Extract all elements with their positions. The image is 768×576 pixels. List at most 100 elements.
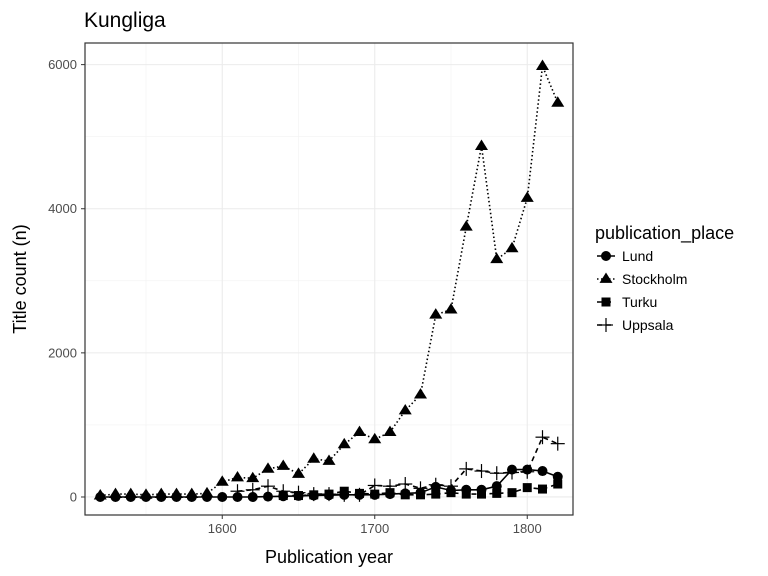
data-point-uppsala: [550, 436, 565, 451]
data-point-uppsala: [383, 479, 397, 494]
legend-item-turku: Turku: [597, 294, 657, 310]
data-point-stockholm: [551, 96, 565, 107]
data-point-stockholm: [124, 487, 138, 499]
plot-panel-border: [84, 42, 574, 516]
x-tick-label: 1600: [208, 521, 237, 536]
data-point-stockholm: [231, 471, 244, 482]
legend-marker-stockholm: [599, 272, 613, 283]
data-point-uppsala: [413, 481, 428, 496]
series-line-uppsala: [237, 436, 559, 496]
data-point-turku: [370, 489, 380, 499]
legend-label: Lund: [622, 248, 653, 264]
data-point-turku: [461, 489, 471, 499]
chart-title: Kungliga: [84, 9, 166, 32]
y-axis-title: Title count (n): [10, 224, 30, 333]
data-point-stockholm: [398, 404, 412, 415]
data-point-uppsala: [398, 477, 413, 492]
data-point-uppsala: [474, 464, 489, 479]
data-point-turku: [553, 479, 563, 489]
data-point-stockholm: [154, 487, 168, 499]
data-point-lund: [217, 491, 228, 502]
data-point-uppsala: [444, 479, 458, 494]
data-point-uppsala: [520, 464, 535, 479]
data-point-stockholm: [353, 425, 366, 437]
data-point-stockholm: [414, 388, 427, 399]
x-axis-title: Publication year: [265, 547, 393, 567]
data-point-stockholm: [475, 139, 488, 150]
data-point-stockholm: [246, 471, 260, 483]
data-point-turku: [431, 489, 441, 499]
data-point-lund: [247, 491, 258, 502]
data-point-uppsala: [306, 487, 321, 502]
data-point-stockholm: [337, 437, 351, 449]
data-point-turku: [522, 483, 532, 493]
y-tick-label: 6000: [48, 57, 77, 72]
data-point-uppsala: [322, 487, 336, 502]
data-point-lund: [263, 491, 273, 502]
major-grid: [85, 43, 573, 515]
x-tick-label: 1800: [513, 521, 542, 536]
data-point-stockholm: [459, 220, 473, 231]
data-point-stockholm: [505, 241, 519, 253]
legend-label: Turku: [622, 294, 657, 310]
legend-item-uppsala: Uppsala: [597, 317, 674, 333]
legend-title: publication_place: [595, 223, 734, 244]
data-point-stockholm: [93, 489, 107, 500]
data-point-uppsala: [428, 477, 443, 492]
data-point-stockholm: [215, 475, 229, 486]
data-point-turku: [400, 490, 410, 500]
y-axis: 0 2000 4000 6000: [48, 57, 85, 504]
data-point-stockholm: [185, 487, 199, 499]
data-point-uppsala: [337, 487, 352, 502]
data-point-stockholm: [276, 459, 290, 470]
y-tick-label: 0: [70, 489, 77, 504]
data-point-uppsala: [230, 484, 245, 499]
data-point-turku: [507, 488, 517, 498]
legend-marker-lund: [601, 251, 611, 261]
data-point-uppsala: [489, 466, 504, 481]
data-point-uppsala: [535, 430, 550, 445]
data-point-stockholm: [139, 488, 153, 499]
plot-background: [85, 43, 573, 515]
data-point-uppsala: [245, 482, 260, 497]
data-point-stockholm: [490, 252, 504, 264]
data-point-stockholm: [322, 454, 336, 465]
data-point-lund: [552, 471, 563, 482]
x-tick-label: 1700: [360, 521, 389, 536]
data-point-turku: [492, 488, 502, 498]
data-point-stockholm: [383, 425, 397, 437]
data-point-stockholm: [429, 308, 443, 319]
data-point-uppsala: [261, 479, 275, 494]
y-tick-label: 2000: [48, 345, 77, 360]
data-point-turku: [477, 489, 486, 499]
data-point-stockholm: [170, 487, 183, 499]
x-axis: 1600 1700 1800: [208, 515, 542, 536]
series-markers: [93, 59, 565, 502]
data-point-uppsala: [367, 478, 382, 493]
minor-grid: [85, 43, 573, 515]
legend-marker-uppsala: [599, 318, 613, 332]
data-point-lund: [537, 466, 548, 477]
data-point-turku: [538, 484, 547, 494]
data-point-stockholm: [536, 59, 549, 70]
legend-item-lund: Lund: [597, 248, 653, 264]
data-point-stockholm: [368, 432, 382, 444]
data-point-stockholm: [261, 462, 275, 473]
data-point-uppsala: [505, 465, 519, 480]
data-point-uppsala: [459, 461, 474, 476]
legend: publication_place Lund Stockholm Turku Upps…: [595, 223, 734, 333]
data-point-lund: [491, 481, 502, 492]
data-point-stockholm: [292, 467, 305, 478]
data-point-uppsala: [291, 485, 306, 500]
data-point-uppsala: [352, 487, 367, 502]
legend-label: Stockholm: [622, 271, 687, 287]
legend-item-stockholm: Stockholm: [597, 271, 687, 287]
data-point-stockholm: [444, 303, 458, 314]
legend-label: Uppsala: [622, 317, 674, 333]
data-point-stockholm: [109, 487, 122, 499]
data-point-uppsala: [276, 484, 291, 499]
data-point-stockholm: [200, 486, 214, 498]
data-point-stockholm: [520, 191, 534, 202]
y-tick-label: 4000: [48, 201, 77, 216]
